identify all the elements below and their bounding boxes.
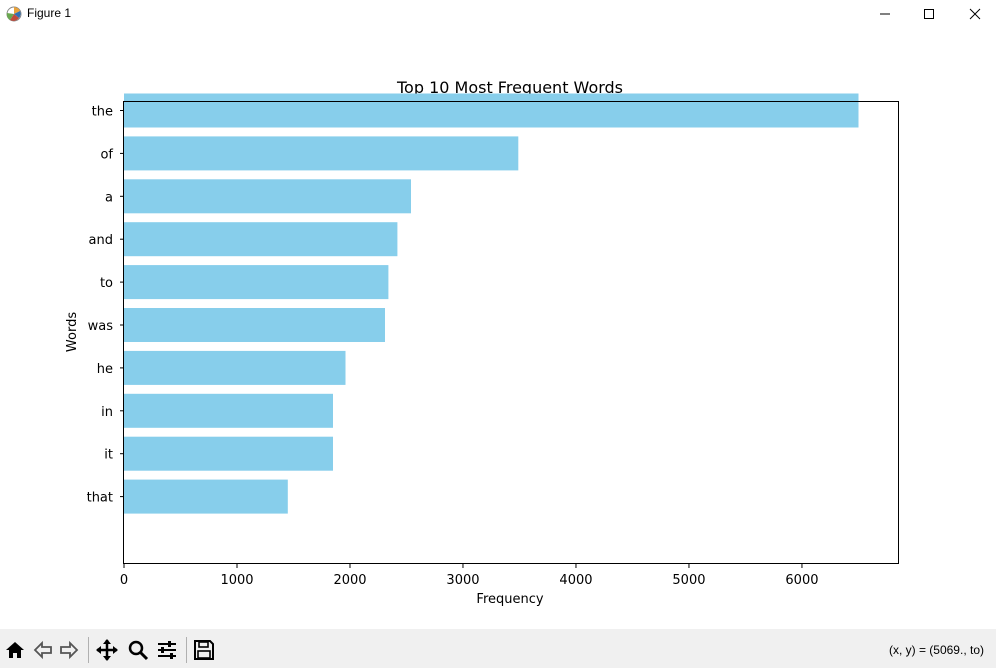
- y-tick-label: was: [88, 319, 114, 334]
- y-tick-label: a: [105, 190, 113, 205]
- x-tick-label: 4000: [559, 573, 592, 588]
- chart-title: Top 10 Most Frequent Words: [396, 78, 623, 97]
- bar-and: [124, 222, 398, 257]
- axes-frame: [123, 101, 899, 564]
- configure-subplots-icon: [158, 641, 176, 659]
- bar-of: [124, 136, 519, 171]
- toolbar-separator: [186, 637, 187, 663]
- y-tick-group: the of a and to was he in it that: [87, 105, 124, 506]
- bar-that: [124, 479, 288, 514]
- forward-icon: [60, 640, 79, 660]
- y-tick-label: in: [101, 405, 113, 420]
- x-tick-label: 0: [120, 573, 128, 588]
- bar-it: [124, 436, 333, 471]
- bar-he: [124, 350, 346, 385]
- window-title: Figure 1: [27, 6, 72, 20]
- x-tick-group: 0 1000 2000 3000 4000 5000 6000: [120, 564, 819, 588]
- x-tick-label: 6000: [785, 573, 818, 588]
- y-tick-label: of: [100, 147, 113, 162]
- y-tick-label: the: [92, 105, 113, 120]
- figure-canvas[interactable]: Top 10 Most Frequent Words the of a and to wa…: [0, 28, 996, 629]
- y-tick-label: to: [100, 276, 113, 291]
- forward-button[interactable]: [56, 637, 82, 663]
- minimize-button[interactable]: [862, 0, 908, 28]
- zoom-button[interactable]: [125, 637, 151, 663]
- close-button[interactable]: [952, 0, 996, 28]
- y-tick-label: it: [104, 448, 113, 463]
- pan-icon: [96, 639, 118, 661]
- toolbar-separator: [88, 637, 89, 663]
- bar-to: [124, 265, 389, 300]
- x-axis-label: Frequency: [476, 592, 543, 607]
- home-button[interactable]: [2, 637, 28, 663]
- x-tick-label: 3000: [446, 573, 479, 588]
- back-button[interactable]: [30, 637, 56, 663]
- back-icon: [33, 640, 52, 660]
- matplotlib-icon: [6, 6, 22, 22]
- minimize-icon: [880, 13, 890, 15]
- bars-group: [124, 93, 859, 514]
- title-bar: Figure 1: [0, 0, 996, 28]
- bar-in: [124, 393, 333, 428]
- y-tick-label: and: [89, 233, 113, 248]
- save-icon: [194, 640, 214, 660]
- zoom-icon: [128, 640, 149, 661]
- close-icon: [969, 8, 981, 20]
- pan-button[interactable]: [94, 637, 120, 663]
- maximize-icon: [924, 9, 934, 19]
- x-tick-label: 5000: [672, 573, 705, 588]
- y-tick-label: he: [97, 362, 113, 377]
- bar-the: [124, 93, 859, 128]
- navigation-toolbar: (x, y) = (5069., to): [0, 629, 996, 668]
- home-icon: [6, 642, 24, 658]
- bar-was: [124, 308, 385, 342]
- save-button[interactable]: [191, 637, 217, 663]
- cursor-coordinates: (x, y) = (5069., to): [888, 643, 984, 657]
- bar-chart: Top 10 Most Frequent Words the of a and to wa…: [65, 78, 899, 607]
- y-axis-label: Words: [65, 312, 80, 352]
- x-tick-label: 1000: [220, 573, 253, 588]
- maximize-button[interactable]: [906, 0, 952, 28]
- configure-subplots-button[interactable]: [154, 637, 180, 663]
- y-tick-label: that: [87, 491, 113, 506]
- bar-a: [124, 179, 411, 214]
- x-tick-label: 2000: [333, 573, 366, 588]
